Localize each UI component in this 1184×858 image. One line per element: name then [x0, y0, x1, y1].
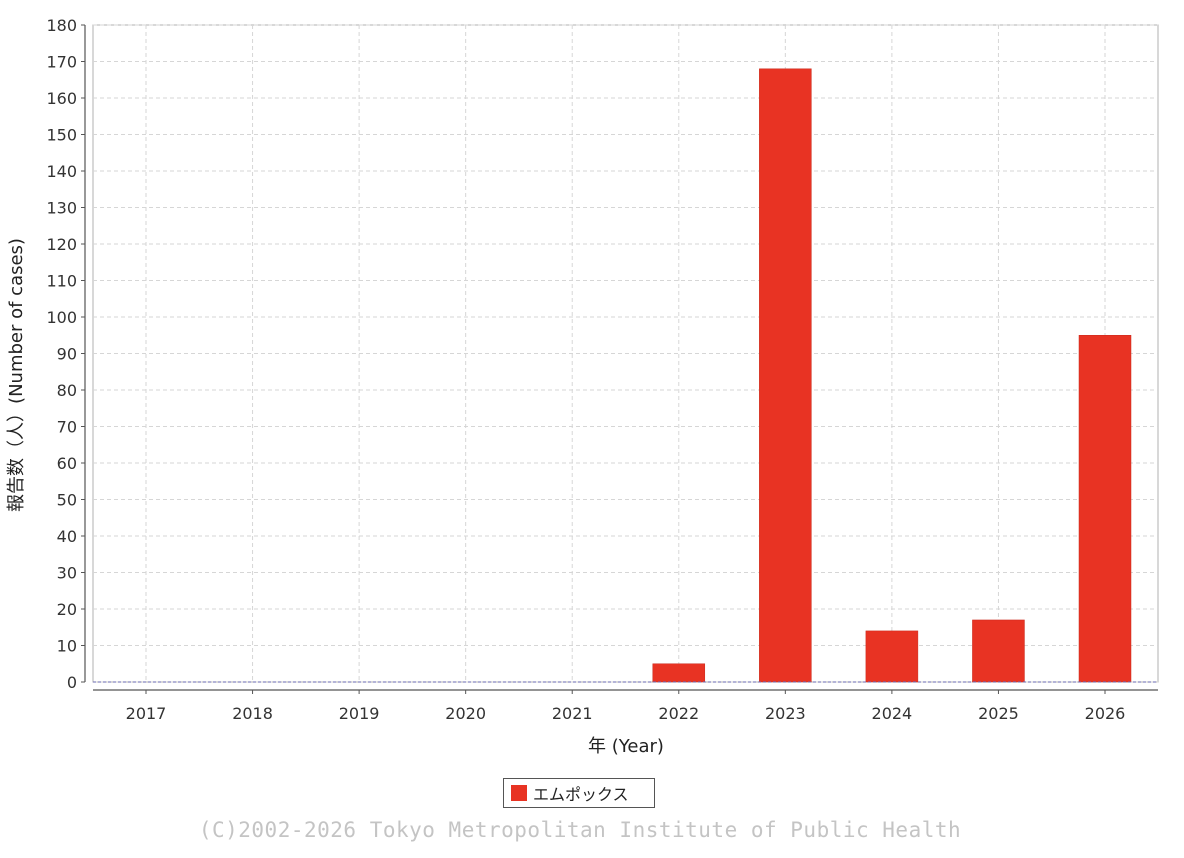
x-tick-label: 2017	[126, 704, 167, 723]
x-tick-label: 2022	[658, 704, 699, 723]
y-tick-label: 120	[46, 235, 77, 254]
copyright-footer: (C)2002-2026 Tokyo Metropolitan Institut…	[198, 818, 962, 842]
legend: エムポックス	[503, 778, 655, 808]
x-tick-label: 2026	[1085, 704, 1126, 723]
y-tick-label: 150	[46, 126, 77, 145]
y-tick-label: 130	[46, 199, 77, 218]
bar-2026	[1078, 335, 1132, 683]
y-tick-label: 10	[57, 637, 77, 656]
x-tick-label: 2019	[339, 704, 380, 723]
y-tick-label: 160	[46, 89, 77, 108]
y-axis-label: 報告数（人）(Number of cases)	[6, 238, 27, 512]
bar-2023	[759, 68, 812, 683]
x-tick-label: 2020	[445, 704, 486, 723]
legend-label: エムポックス	[533, 785, 629, 804]
y-tick-label: 100	[46, 308, 77, 327]
y-tick-label: 90	[57, 345, 77, 364]
x-tick-label: 2024	[872, 704, 913, 723]
y-tick-label: 80	[57, 381, 77, 400]
x-tick-label: 2025	[978, 704, 1019, 723]
y-tick-label: 140	[46, 162, 77, 181]
bar-2025	[972, 619, 1025, 683]
x-tick-label: 2018	[232, 704, 273, 723]
y-tick-labels: 0 10 20 30 40 50 60 70 80 90 100 110 120 130 140 150 160…	[46, 16, 85, 692]
x-tick-label: 2023	[765, 704, 806, 723]
bars	[652, 68, 1132, 683]
legend-swatch	[511, 785, 527, 801]
y-tick-label: 170	[46, 53, 77, 72]
y-tick-label: 180	[46, 16, 77, 35]
x-tick-labels: 2017 2018 2019 2020 2021 2022 2023 2024 2025 2026	[126, 690, 1126, 723]
y-tick-label: 110	[46, 272, 77, 291]
bar-chart: 0 10 20 30 40 50 60 70 80 90 100 110 120 130 140 150 160…	[6, 16, 1159, 757]
y-tick-label: 0	[67, 673, 77, 692]
y-tick-label: 30	[57, 564, 77, 583]
x-tick-label: 2021	[552, 704, 593, 723]
x-axis-label: 年 (Year)	[588, 736, 664, 757]
y-tick-label: 70	[57, 418, 77, 437]
bar-2024	[865, 630, 919, 683]
y-tick-label: 50	[57, 491, 77, 510]
y-tick-label: 60	[57, 454, 77, 473]
y-tick-label: 20	[57, 600, 77, 619]
y-tick-label: 40	[57, 527, 77, 546]
grid-lines	[92, 24, 1159, 683]
bar-2022	[652, 663, 706, 683]
